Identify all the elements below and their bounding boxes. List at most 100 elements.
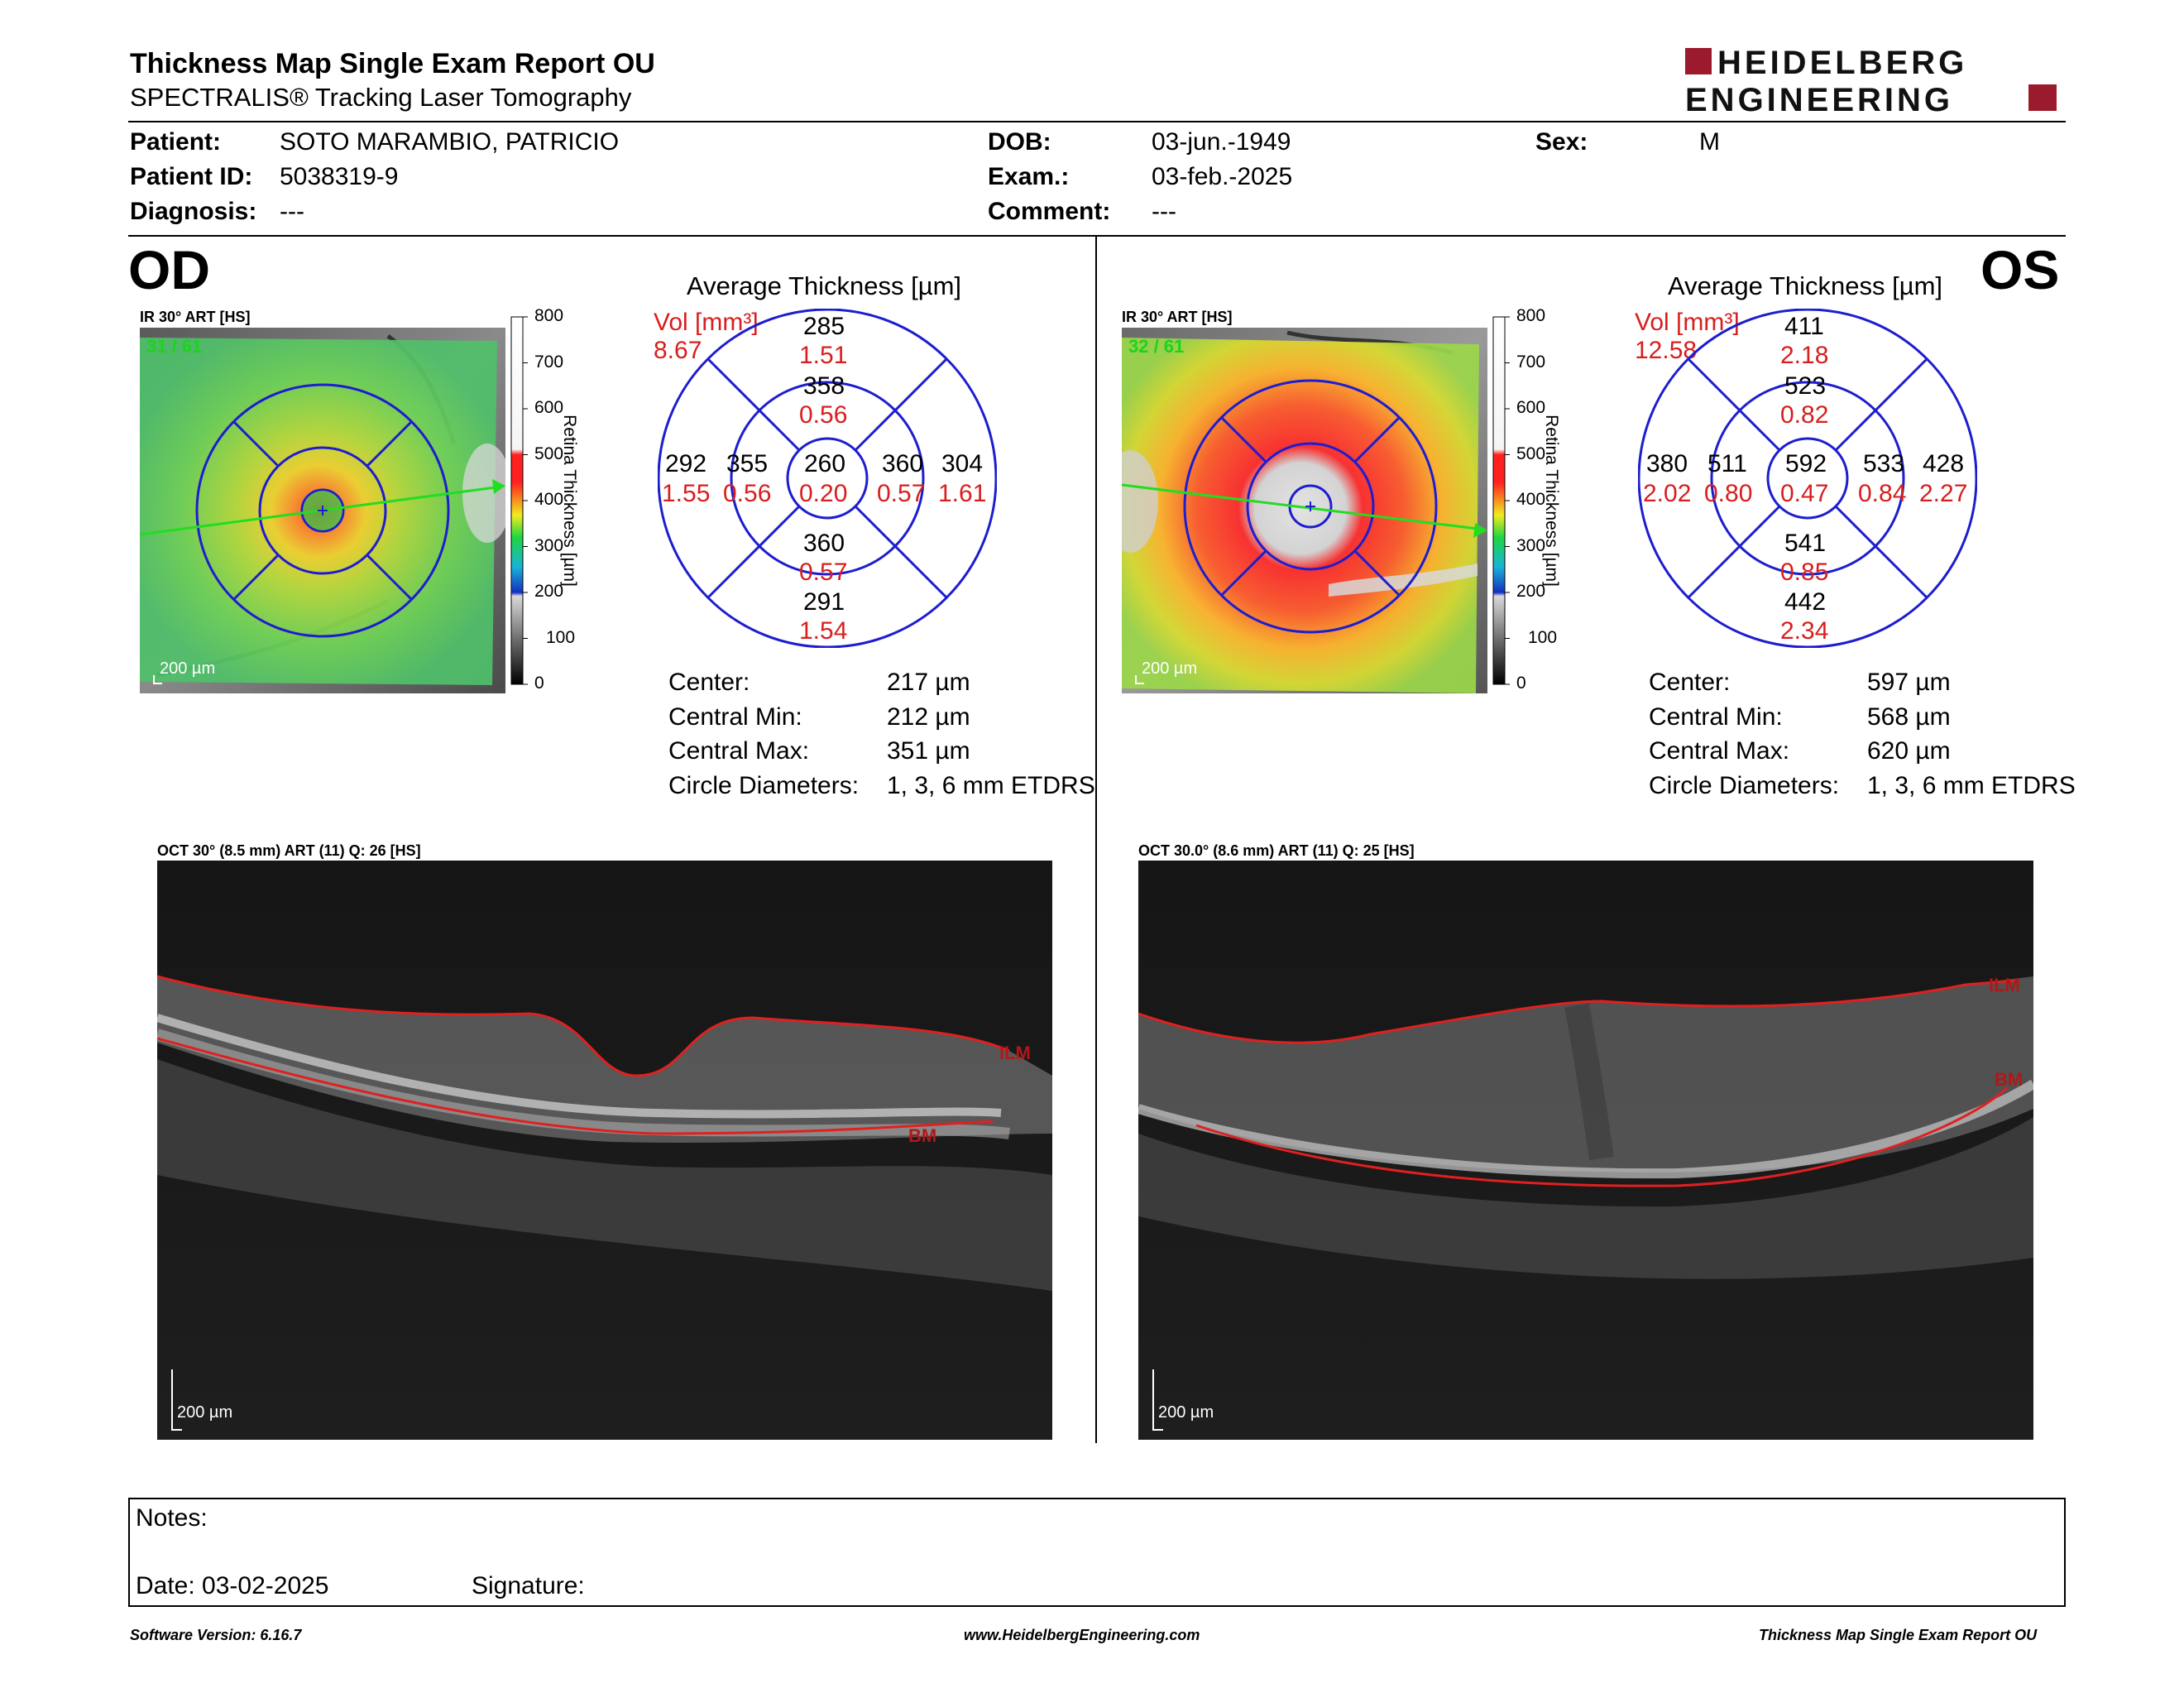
date-label: Date: 03-02-2025: [136, 1572, 329, 1599]
od-inner-temp-thick: 355: [726, 450, 769, 477]
notes-label: Notes:: [136, 1504, 208, 1532]
os-colorbar-label: Retina Thickness [µm]: [1542, 415, 1561, 587]
os-central-min-label: Central Min:: [1649, 703, 1783, 731]
os-cbar-tick-700: 700: [1516, 352, 1546, 372]
od-cbar-tick-100: 100: [546, 628, 576, 647]
os-inner-inf-thick: 541: [1784, 530, 1827, 557]
od-inner-sup-vol: 0.56: [799, 401, 848, 429]
os-inner-temp-thick: 511: [1707, 450, 1747, 477]
os-frame-counter: 32 / 61: [1128, 336, 1184, 357]
signature-label: Signature:: [472, 1572, 585, 1599]
od-bm-label: BM: [908, 1125, 936, 1146]
report-subtitle: SPECTRALIS® Tracking Laser Tomography: [130, 83, 632, 112]
os-eye-label: OS: [1980, 239, 2060, 300]
od-circle-diam-label: Circle Diameters:: [668, 772, 860, 799]
os-outer-temp-thick: 380: [1646, 450, 1688, 477]
od-colorbar-label: Retina Thickness [µm]: [560, 415, 579, 587]
od-ir-label: IR 30° ART [HS]: [140, 309, 251, 325]
heidelberg-logo: HEIDELBERG ENGINEERING: [1681, 43, 2062, 118]
od-inner-temp-vol: 0.56: [723, 480, 772, 507]
od-ilm-label: ILM: [999, 1043, 1031, 1063]
os-central-min-value: 568 µm: [1867, 703, 1951, 731]
comment-label: Comment:: [988, 198, 1111, 225]
od-outer-temp-vol: 1.55: [662, 480, 711, 507]
os-ir-label: IR 30° ART [HS]: [1122, 309, 1233, 325]
od-inner-nasal-vol: 0.57: [877, 480, 926, 507]
os-avg-title: Average Thickness [µm]: [1668, 271, 1943, 300]
os-center-label: Center:: [1649, 669, 1731, 696]
od-frame-counter: 31 / 61: [146, 336, 202, 357]
patient-label: Patient:: [130, 128, 222, 156]
software-version: Software Version: 6.16.7: [130, 1627, 302, 1643]
os-cbar-tick-300: 300: [1516, 536, 1546, 555]
os-cbar-tick-500: 500: [1516, 444, 1546, 463]
patient-id: 5038319-9: [280, 163, 399, 190]
od-inner-sup-thick: 358: [803, 372, 845, 400]
os-colorbar: [1492, 315, 1574, 688]
od-outer-sup-thick: 285: [803, 313, 845, 340]
os-oct-label: OCT 30.0° (8.6 mm) ART (11) Q: 25 [HS]: [1138, 842, 1415, 859]
os-cbar-tick-800: 800: [1516, 306, 1546, 325]
od-oct-label: OCT 30° (8.5 mm) ART (11) Q: 26 [HS]: [157, 842, 421, 859]
os-outer-nasal-thick: 428: [1923, 450, 1965, 477]
od-circle-diam-value: 1, 3, 6 mm ETDRS: [887, 772, 1095, 799]
od-cbar-tick-500: 500: [534, 444, 564, 463]
os-inner-nasal-vol: 0.84: [1858, 480, 1907, 507]
od-cbar-tick-700: 700: [534, 352, 564, 372]
footer-report-name: Thickness Map Single Exam Report OU: [1759, 1627, 2038, 1643]
exam-label: Exam.:: [988, 163, 1070, 190]
od-vol-label: Vol [mm³]: [654, 309, 759, 336]
od-cbar-tick-300: 300: [534, 536, 564, 555]
diagnosis-value: ---: [280, 198, 304, 225]
od-inner-inf-vol: 0.57: [799, 559, 848, 586]
os-outer-sup-thick: 411: [1784, 313, 1824, 340]
os-outer-nasal-vol: 2.27: [1919, 480, 1968, 507]
os-cbar-tick-600: 600: [1516, 398, 1546, 417]
od-vol-value: 8.67: [654, 337, 702, 364]
od-outer-nasal-vol: 1.61: [938, 480, 987, 507]
notes-box[interactable]: [128, 1498, 2066, 1607]
os-outer-temp-vol: 2.02: [1643, 480, 1692, 507]
od-cbar-tick-0: 0: [534, 674, 544, 693]
os-oct-scale: 200 µm: [1158, 1403, 1214, 1422]
od-central-max-value: 351 µm: [887, 737, 970, 765]
od-inner-inf-thick: 360: [803, 530, 845, 557]
os-central-max-label: Central Max:: [1649, 737, 1790, 765]
od-central-min-label: Central Min:: [668, 703, 802, 731]
os-center-value: 597 µm: [1867, 669, 1951, 696]
os-ilm-label: ILM: [1989, 975, 2020, 995]
od-cbar-tick-200: 200: [534, 582, 564, 601]
dob-label: DOB:: [988, 128, 1051, 156]
os-inner-sup-vol: 0.82: [1780, 401, 1829, 429]
sex-label: Sex:: [1535, 128, 1588, 156]
website-link[interactable]: www.HeidelbergEngineering.com: [964, 1627, 1200, 1643]
os-center-vol: 0.47: [1780, 480, 1829, 507]
od-cbar-tick-400: 400: [534, 490, 564, 509]
od-outer-sup-vol: 1.51: [799, 342, 848, 369]
patient-name: SOTO MARAMBIO, PATRICIO: [280, 128, 620, 156]
od-outer-nasal-thick: 304: [941, 450, 984, 477]
os-inner-temp-vol: 0.80: [1704, 480, 1753, 507]
od-outer-inf-vol: 1.54: [799, 617, 848, 645]
exam-value: 03-feb.-2025: [1152, 163, 1293, 190]
od-cbar-tick-800: 800: [534, 306, 564, 325]
os-outer-inf-thick: 442: [1784, 588, 1827, 616]
patient-id-label: Patient ID:: [130, 163, 253, 190]
report-title: Thickness Map Single Exam Report OU: [130, 48, 655, 79]
os-cbar-tick-100: 100: [1528, 628, 1558, 647]
od-outer-temp-thick: 292: [665, 450, 707, 477]
od-center-value: 217 µm: [887, 669, 970, 696]
os-inner-nasal-thick: 533: [1863, 450, 1905, 477]
od-cbar-tick-600: 600: [534, 398, 564, 417]
od-etdrs-grid: [657, 308, 998, 649]
od-center-vol: 0.20: [799, 480, 848, 507]
os-etdrs-grid: [1637, 308, 1978, 649]
os-thickness-map: 32 / 61 200 µm: [1102, 328, 1487, 693]
os-inner-sup-thick: 523: [1784, 372, 1827, 400]
eye-divider: [1095, 237, 1097, 1443]
od-central-min-value: 212 µm: [887, 703, 970, 731]
logo-line2: ENGINEERING: [1685, 82, 1953, 117]
od-thickness-map: 31 / 61 200 µm: [139, 328, 512, 693]
os-inner-inf-vol: 0.85: [1780, 559, 1829, 586]
od-colorbar: [510, 315, 592, 688]
